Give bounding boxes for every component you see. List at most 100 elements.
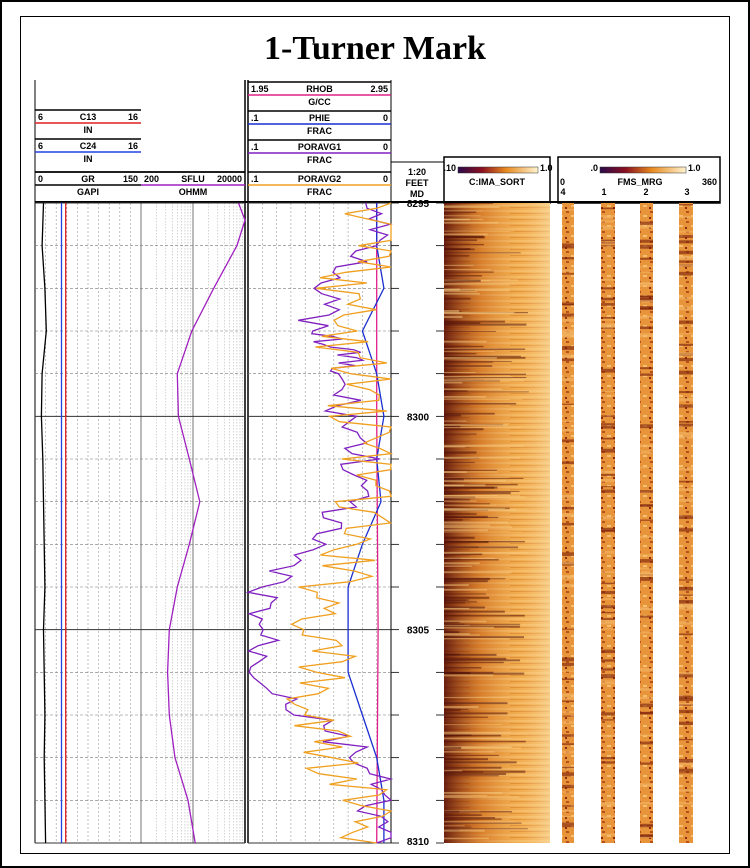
fms-pad-texture [640,687,653,691]
fms-pad-texture [679,421,693,423]
ima-streak [444,529,488,532]
fms-pad-texture [640,299,653,303]
gr-min: 0 [38,174,43,184]
fms-pad-texture [601,242,615,244]
ima-streak [444,672,525,675]
ima-streak [444,292,480,295]
fms-pad-texture [562,506,574,510]
c13-max: 16 [128,112,138,122]
ima-streak [444,283,515,285]
ima-streak [444,621,460,623]
fms-pad-texture [601,628,615,630]
fms-pad-texture [640,567,653,570]
ima-streak [444,271,494,273]
fms-pad-texture [601,571,615,574]
fms-pad-texture [640,572,653,577]
ima-streak [444,390,468,392]
sflu-unit: OHMM [179,187,208,197]
ima-streak [444,471,468,473]
fms-pad-texture [679,306,693,311]
fms-pad-texture [679,240,693,244]
fms-pad-texture [562,670,574,672]
ima-streak [444,531,523,533]
ima-streak [444,365,493,367]
fms-pad-texture [601,611,615,614]
ima-streak [444,716,488,718]
fms-pad-texture [679,515,693,519]
fms-pad-texture [601,478,615,483]
fms-pad-texture [562,243,574,247]
ima-streak [444,486,498,489]
c13-unit: IN [84,125,93,135]
fms-pad-texture [601,368,615,373]
fms-pad-texture [640,741,653,745]
ima-streak [444,484,486,487]
ima-streak [444,284,510,286]
ima-streak [444,398,523,400]
fms-pad-texture [679,343,693,347]
ima-streak [444,653,497,656]
ima-streak [444,519,463,521]
fms-pad-texture [640,711,653,714]
ima-streak [444,754,499,756]
fms-pad-texture [562,575,574,580]
depth-label-8295: 8295 [407,199,430,210]
depth-scale: 1:20 [408,167,426,177]
fms-pad-texture [601,278,615,281]
ima-streak [444,279,481,282]
fms-pad-texture [640,571,653,574]
fms-pad-texture [640,734,653,737]
fms-pad-texture [562,420,574,423]
ima-streak [444,526,513,529]
fms-pad-texture [562,522,574,526]
fms-pad-texture [679,600,693,604]
fms-pad-texture [601,550,615,554]
ima-streak [444,638,510,640]
ima-streak [444,666,482,669]
fms-pad-texture [601,734,615,737]
fms-pad-texture [601,659,615,662]
fms-pad-texture [640,834,653,837]
fms-pad-texture [679,528,693,532]
ima-streak [444,206,500,209]
fms-pad-texture [640,696,653,699]
fms-pad-texture [679,762,693,766]
depth-label-8305: 8305 [407,626,430,637]
poravg2-max: 0 [383,174,388,184]
fms-tick-0: 4 [560,187,565,197]
fms-pad-texture [679,480,693,483]
fms-pad-texture [679,695,693,699]
fms-pad-texture [562,822,574,826]
fms-pad-texture [562,358,574,362]
ima-streak [444,477,524,479]
fms-pad-texture [640,326,653,330]
ima-streak [444,737,512,740]
ima-streak [444,298,471,300]
ima-streak [444,345,484,348]
fms-pad-texture [601,749,615,751]
fms-pad-texture [640,467,653,469]
rhob-name: RHOB [306,84,333,94]
ima-streak [444,557,496,559]
ima-streak [444,828,528,830]
fms-pad-texture [601,415,615,417]
fms-pad-texture [640,307,653,309]
fms-pad-texture [601,527,615,532]
fms-pad-texture [679,423,693,427]
ima-streak [444,724,502,726]
fms-colorbar-max: 1.0 [688,163,701,173]
ima-streak [444,503,490,505]
fms-pad-texture [601,605,615,609]
ima-streak [444,825,465,827]
ima-streak [444,497,524,499]
ima-streak [444,211,477,213]
ima-streak [444,451,477,454]
fms-pad-texture [601,668,615,671]
fms-colorbar-min: .0 [590,163,598,173]
fms-pad-texture [601,680,615,685]
ima-streak [444,771,484,773]
fms-pad-texture [640,631,653,634]
fms-pad-texture [640,703,653,708]
ima-streak [444,659,521,662]
ima-streak [444,837,489,840]
